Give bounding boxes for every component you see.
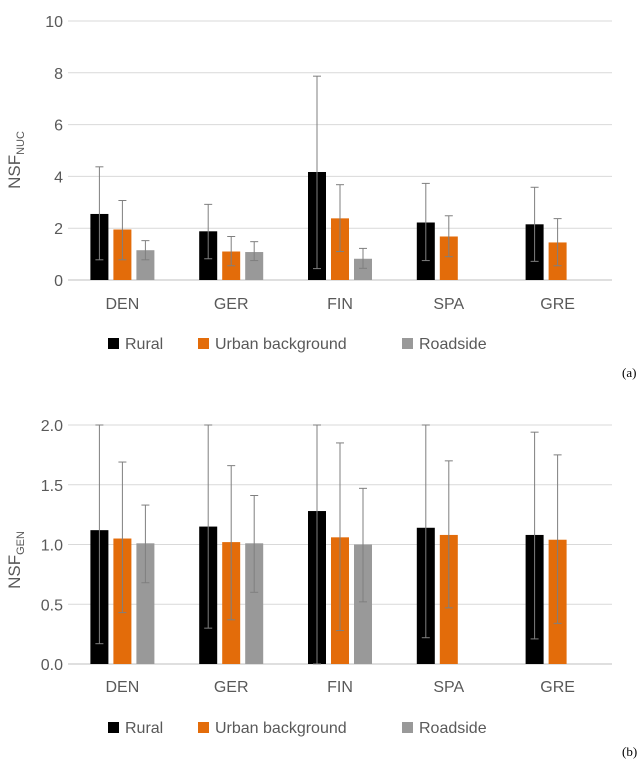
bar-roadside-fin [354, 258, 372, 280]
y-tick-label: 0.0 [41, 657, 63, 674]
x-category-label: GRE [540, 679, 575, 696]
bar-roadside-fin [354, 544, 372, 664]
x-category-label: SPA [433, 296, 464, 313]
x-category-label: DEN [106, 679, 140, 696]
legend-label-urban-background: Urban background [215, 336, 347, 353]
x-category-label: SPA [433, 679, 464, 696]
legend-label-urban-background: Urban background [215, 720, 347, 737]
x-category-label: FIN [327, 679, 353, 696]
y-tick-label: 2 [54, 221, 63, 238]
legend-label-rural: Rural [125, 720, 163, 737]
legend-label-roadside: Roadside [419, 336, 487, 353]
legend-swatch-rural [108, 338, 119, 349]
bar-roadside-den [136, 250, 155, 280]
legend-swatch-urban-background [198, 338, 209, 349]
bar-roadside-ger [245, 252, 264, 280]
x-category-label: DEN [106, 296, 140, 313]
y-axis-label-subscript: GEN [15, 531, 27, 555]
y-tick-label: 1.0 [41, 538, 63, 555]
y-tick-label: 0 [54, 273, 63, 290]
bar-roadside-ger [245, 543, 264, 664]
x-category-label: GRE [540, 296, 575, 313]
y-axis-label: NSFNUC [5, 131, 27, 189]
legend-label-rural: Rural [125, 336, 163, 353]
y-axis-label-main: NSF [5, 155, 24, 189]
y-axis-label-main: NSF [5, 555, 24, 589]
y-tick-label: 0.5 [41, 597, 63, 614]
bar-roadside-den [136, 543, 155, 664]
legend-swatch-rural [108, 722, 119, 733]
legend-swatch-urban-background [198, 722, 209, 733]
legend-swatch-roadside [402, 722, 413, 733]
x-category-label: FIN [327, 296, 353, 313]
legend-label-roadside: Roadside [419, 720, 487, 737]
bar-urban-background-spa [439, 236, 458, 280]
y-tick-label: 10 [45, 14, 63, 31]
y-axis-label: NSFGEN [5, 531, 27, 589]
y-tick-label: 6 [54, 118, 63, 135]
chart-panel-2: 0.0 0.5 1.0 1.5 2.0 DEN GER FIN SPA GRE NSFGEN Rura… [5, 418, 637, 759]
chart-panel-1: 0 2 4 6 8 10 DEN GER FIN SPA GRE NSFNUC Rural Urban b… [5, 14, 636, 380]
y-tick-label: 8 [54, 66, 63, 83]
x-category-label: GER [214, 679, 249, 696]
legend-swatch-roadside [402, 338, 413, 349]
x-category-label: GER [214, 296, 249, 313]
y-axis-label-subscript: NUC [15, 131, 27, 155]
y-tick-label: 4 [54, 169, 63, 186]
panel-label: (b) [622, 744, 637, 759]
y-tick-label: 2.0 [41, 418, 63, 435]
y-tick-label: 1.5 [41, 478, 63, 495]
panel-label: (a) [622, 365, 636, 380]
